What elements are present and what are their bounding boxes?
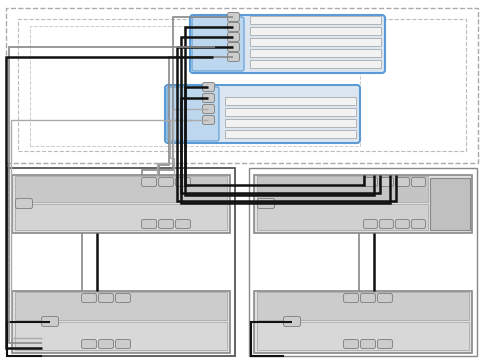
Bar <box>249 60 380 68</box>
FancyBboxPatch shape <box>363 220 377 228</box>
Bar <box>6 8 477 163</box>
FancyBboxPatch shape <box>42 317 59 326</box>
Bar <box>257 204 427 230</box>
Bar <box>15 204 227 230</box>
FancyBboxPatch shape <box>343 339 358 348</box>
FancyBboxPatch shape <box>378 220 393 228</box>
FancyBboxPatch shape <box>257 199 274 208</box>
Bar <box>225 108 355 116</box>
FancyBboxPatch shape <box>98 339 113 348</box>
FancyBboxPatch shape <box>283 317 300 326</box>
Bar <box>248 168 476 356</box>
FancyBboxPatch shape <box>410 220 424 228</box>
FancyBboxPatch shape <box>81 339 96 348</box>
Bar <box>257 176 427 202</box>
Bar <box>249 38 380 46</box>
FancyBboxPatch shape <box>175 220 190 228</box>
FancyBboxPatch shape <box>360 339 375 348</box>
FancyBboxPatch shape <box>158 220 173 228</box>
FancyBboxPatch shape <box>158 178 173 187</box>
FancyBboxPatch shape <box>165 85 359 143</box>
Bar <box>249 27 380 35</box>
FancyBboxPatch shape <box>81 294 96 302</box>
FancyBboxPatch shape <box>175 178 190 187</box>
FancyBboxPatch shape <box>377 339 392 348</box>
Bar <box>225 130 355 138</box>
FancyBboxPatch shape <box>141 220 156 228</box>
Bar <box>254 175 471 233</box>
FancyBboxPatch shape <box>115 339 130 348</box>
FancyBboxPatch shape <box>98 294 113 302</box>
FancyBboxPatch shape <box>227 42 239 52</box>
FancyBboxPatch shape <box>394 220 408 228</box>
FancyBboxPatch shape <box>363 178 377 187</box>
FancyBboxPatch shape <box>190 15 384 73</box>
Bar <box>15 322 227 350</box>
FancyBboxPatch shape <box>115 294 130 302</box>
Bar <box>15 176 227 202</box>
Bar <box>12 175 229 233</box>
FancyBboxPatch shape <box>378 178 393 187</box>
FancyBboxPatch shape <box>166 87 219 141</box>
Bar <box>12 291 229 353</box>
FancyBboxPatch shape <box>202 105 214 114</box>
Bar <box>18 19 465 151</box>
Bar <box>225 97 355 105</box>
FancyBboxPatch shape <box>202 82 214 91</box>
Bar <box>249 49 380 57</box>
FancyBboxPatch shape <box>227 33 239 41</box>
FancyBboxPatch shape <box>227 53 239 61</box>
FancyBboxPatch shape <box>360 294 375 302</box>
FancyBboxPatch shape <box>202 115 214 125</box>
FancyBboxPatch shape <box>192 17 243 71</box>
FancyBboxPatch shape <box>377 294 392 302</box>
FancyBboxPatch shape <box>410 178 424 187</box>
FancyBboxPatch shape <box>343 294 358 302</box>
Bar <box>254 291 471 353</box>
FancyBboxPatch shape <box>15 199 32 208</box>
FancyBboxPatch shape <box>141 178 156 187</box>
Bar <box>30 26 359 146</box>
FancyBboxPatch shape <box>394 178 408 187</box>
FancyBboxPatch shape <box>202 94 214 102</box>
Bar <box>249 16 380 24</box>
Bar <box>429 178 469 230</box>
Bar <box>257 292 468 320</box>
Bar <box>7 168 235 356</box>
Bar <box>257 322 468 350</box>
FancyBboxPatch shape <box>227 23 239 32</box>
Bar <box>225 119 355 127</box>
FancyBboxPatch shape <box>227 12 239 21</box>
Bar <box>15 292 227 320</box>
